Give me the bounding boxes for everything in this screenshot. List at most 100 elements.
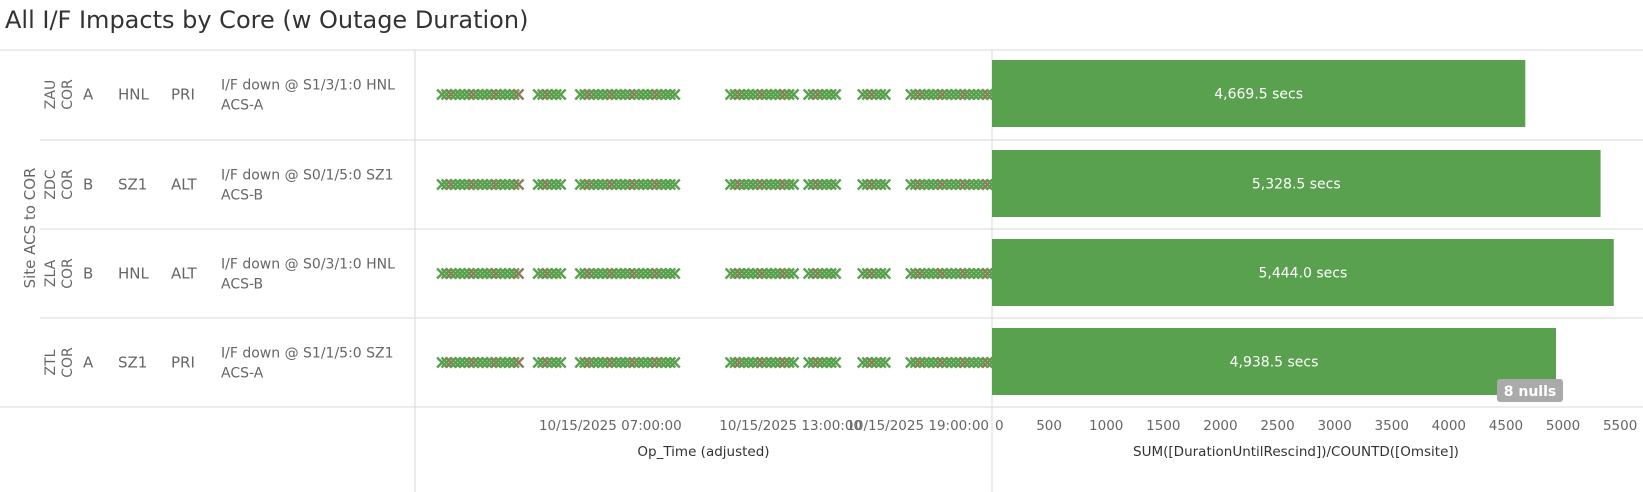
scatter-point	[738, 88, 750, 101]
scatter-point	[632, 267, 645, 280]
scatter-point	[936, 356, 949, 369]
scatter-point	[936, 267, 949, 280]
row-role: PRI	[171, 354, 195, 372]
scatter-point	[802, 356, 815, 369]
row-detail: I/F down @ S0/3/1:0 HNL ACS-B	[221, 257, 395, 293]
scatter-point	[861, 356, 874, 369]
scatter-point	[587, 356, 600, 369]
scatter-point	[959, 267, 971, 280]
scatter-point	[545, 267, 558, 280]
scatter-point	[783, 178, 795, 191]
bar-x-tick: 5500	[1603, 418, 1637, 434]
scatter-point	[655, 178, 668, 191]
scatter-point	[578, 356, 591, 369]
scatter-point	[550, 356, 563, 369]
scatter-point	[614, 178, 627, 191]
scatter-point	[909, 178, 922, 191]
scatter-point	[592, 267, 605, 280]
scatter-point	[856, 178, 869, 191]
scatter-point	[968, 356, 980, 369]
scatter-point	[729, 267, 741, 280]
scatter-point	[641, 356, 654, 369]
scatter-point	[659, 267, 672, 280]
scatter-point	[820, 88, 833, 101]
scatter-point	[756, 178, 768, 191]
scatter-point	[932, 267, 944, 280]
scatter-point	[508, 267, 520, 280]
scatter-point	[756, 356, 768, 369]
scatter-point	[512, 178, 525, 191]
bar-x-tick: 3000	[1317, 418, 1351, 434]
scatter-point	[481, 88, 493, 101]
scatter-point	[499, 178, 511, 191]
scatter-point	[825, 178, 838, 191]
scatter-point	[941, 88, 953, 101]
scatter-point	[619, 267, 632, 280]
scatter-point	[729, 88, 741, 101]
scatter-point	[927, 178, 940, 191]
scatter-point	[765, 88, 777, 101]
scatter-point	[963, 356, 976, 369]
scatter-point	[592, 88, 605, 101]
scatter-point	[445, 178, 457, 191]
scatter-point	[508, 178, 520, 191]
scatter-point	[436, 356, 448, 369]
scatter-point	[807, 88, 820, 101]
scatter-point	[968, 88, 980, 101]
scatter-point	[905, 356, 917, 369]
scatter-point	[605, 267, 618, 280]
axes: 10/15/2025 07:00:00 10/15/2025 13:00:0010…	[539, 418, 1637, 460]
scatter-point	[879, 356, 892, 369]
scatter-point	[445, 356, 457, 369]
scatter-x-label: Op_Time (adjusted)	[637, 444, 769, 460]
scatter-point	[485, 178, 498, 191]
scatter-point	[637, 267, 650, 280]
scatter-point	[445, 88, 457, 101]
scatter-point	[765, 178, 777, 191]
scatter-point	[856, 88, 869, 101]
scatter-point	[646, 88, 659, 101]
scatter-x-tick: 10/15/2025 13:00:00	[719, 418, 862, 434]
bar-x-tick: 3500	[1375, 418, 1409, 434]
scatter-point	[918, 356, 931, 369]
scatter-point	[467, 267, 480, 280]
scatter-point	[954, 178, 967, 191]
scatter-point	[628, 178, 641, 191]
scatter-point	[756, 88, 768, 101]
scatter-point	[874, 88, 887, 101]
bar-zau	[992, 60, 1526, 127]
scatter-point	[787, 267, 800, 280]
scatter-x-tick: 10/15/2025 07:00:00	[539, 418, 682, 434]
scatter-point	[778, 267, 791, 280]
scatter-point	[856, 356, 869, 369]
scatter-point	[449, 88, 462, 101]
scatter-point	[436, 178, 448, 191]
scatter-point	[802, 267, 815, 280]
scatter-point	[820, 267, 833, 280]
scatter-point	[614, 356, 627, 369]
scatter-point	[923, 267, 935, 280]
scatter-point	[619, 178, 632, 191]
row-acs: B	[83, 265, 93, 283]
scatter-point	[641, 178, 654, 191]
scatter-point	[870, 88, 883, 101]
scatter-point	[490, 267, 502, 280]
scatter-point	[787, 88, 800, 101]
scatter-point	[545, 356, 558, 369]
scatter-point	[829, 356, 842, 369]
scatter-point	[918, 88, 931, 101]
scatter-point	[490, 178, 502, 191]
scatter-point	[601, 88, 614, 101]
scatter-point	[932, 356, 944, 369]
bar-label: 4,669.5 secs	[1214, 87, 1303, 103]
scatter-point	[532, 267, 545, 280]
scatter-point	[668, 88, 681, 101]
scatter-point	[472, 267, 484, 280]
scatter-point	[532, 178, 545, 191]
scatter-point	[490, 356, 502, 369]
chart-title: All I/F Impacts by Core (w Outage Durati…	[5, 6, 529, 34]
scatter-point	[476, 356, 489, 369]
scatter-point	[977, 356, 989, 369]
scatter-point	[950, 356, 962, 369]
bar-panel: 4,669.5 secs 5,328.5 secs 5,444.0 secs 4,93…	[992, 60, 1614, 402]
